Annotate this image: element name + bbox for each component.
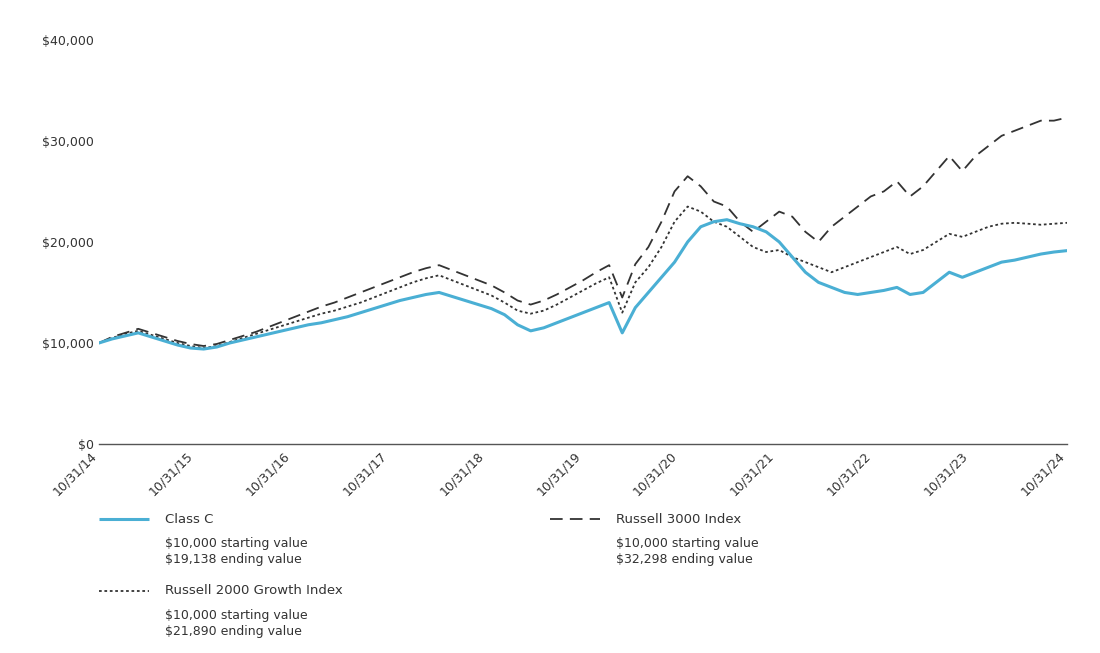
Russell 3000 Index <box>838 213 851 221</box>
Class C <box>92 339 106 347</box>
Class C <box>878 287 891 295</box>
Russell 3000 Index <box>170 337 184 345</box>
Russell 3000 Index <box>92 339 106 347</box>
Russell 2000 Growth Index <box>1060 219 1074 227</box>
Text: $10,000 starting value: $10,000 starting value <box>165 609 308 622</box>
Russell 3000 Index <box>969 152 982 160</box>
Class C <box>851 291 865 298</box>
Russell 2000 Growth Index <box>170 339 184 347</box>
Russell 3000 Index <box>197 342 210 350</box>
Text: $32,298 ending value: $32,298 ending value <box>616 553 752 566</box>
Class C <box>890 283 903 291</box>
Russell 3000 Index <box>903 193 916 200</box>
Text: $19,138 ending value: $19,138 ending value <box>165 553 301 566</box>
Class C <box>197 345 210 353</box>
Text: $10,000 starting value: $10,000 starting value <box>616 537 759 550</box>
Text: Russell 2000 Growth Index: Russell 2000 Growth Index <box>165 584 343 597</box>
Class C <box>982 263 996 271</box>
Class C <box>170 341 184 349</box>
Text: $21,890 ending value: $21,890 ending value <box>165 625 301 638</box>
Russell 3000 Index <box>865 193 878 200</box>
Line: Class C: Class C <box>99 219 1067 349</box>
Russell 2000 Growth Index <box>878 248 891 256</box>
Text: $10,000 starting value: $10,000 starting value <box>165 537 308 550</box>
Line: Russell 2000 Growth Index: Russell 2000 Growth Index <box>99 206 1067 348</box>
Russell 3000 Index <box>878 187 891 195</box>
Text: Class C: Class C <box>165 513 213 526</box>
Class C <box>916 289 930 296</box>
Russell 2000 Growth Index <box>916 246 930 254</box>
Russell 2000 Growth Index <box>890 243 903 251</box>
Russell 2000 Growth Index <box>197 344 210 352</box>
Russell 3000 Index <box>1060 114 1074 121</box>
Class C <box>1060 247 1074 255</box>
Class C <box>720 215 734 223</box>
Russell 2000 Growth Index <box>681 202 694 210</box>
Russell 2000 Growth Index <box>851 258 865 266</box>
Russell 2000 Growth Index <box>92 339 106 347</box>
Line: Russell 3000 Index: Russell 3000 Index <box>99 118 1067 346</box>
Text: Russell 3000 Index: Russell 3000 Index <box>616 513 741 526</box>
Russell 2000 Growth Index <box>982 223 996 231</box>
